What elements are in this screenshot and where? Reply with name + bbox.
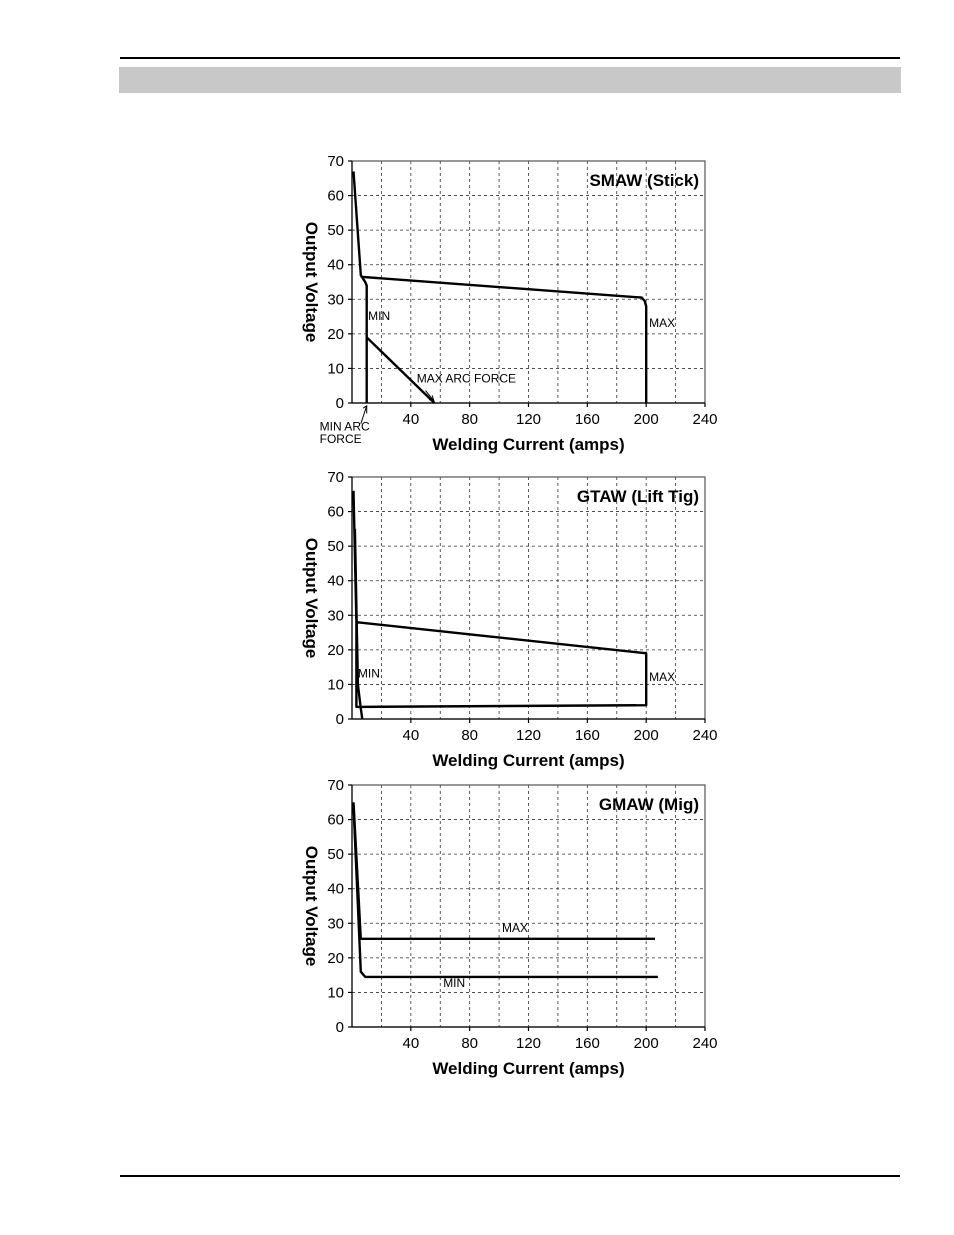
y-tick-label: 60: [327, 188, 344, 205]
series-line-3: [365, 336, 436, 404]
annotation-label: FORCE: [320, 432, 362, 446]
y-tick-label: 40: [327, 573, 344, 590]
y-tick-label: 70: [327, 153, 344, 170]
x-tick-label: 40: [402, 1035, 419, 1052]
y-axis-title: Output Voltage: [302, 846, 321, 967]
x-tick-label: 240: [692, 1035, 717, 1052]
top-rule: [120, 57, 900, 59]
chart-1: 0 10 20 30 40 50 60 70 40 80 120 160 200 240 Welding C…: [302, 153, 718, 454]
max-arc-force-arrow: [425, 390, 435, 402]
chart-title: SMAW (Stick): [589, 171, 699, 190]
y-tick-label: 20: [327, 326, 344, 343]
x-tick-label: 200: [634, 1035, 659, 1052]
series-line-1: [352, 802, 655, 940]
y-axis-title: Output Voltage: [302, 538, 321, 659]
chart-3: 0 10 20 30 40 50 60 70 40 80 120 160 200 240 Welding C…: [302, 777, 718, 1078]
y-tick-label: 10: [327, 676, 344, 693]
y-tick-label: 60: [327, 504, 344, 521]
x-tick-label: 80: [461, 411, 478, 428]
y-tick-label: 40: [327, 881, 344, 898]
x-tick-label: 40: [402, 411, 419, 428]
series-line-1: [352, 171, 368, 403]
y-axis-title: Output Voltage: [302, 222, 321, 343]
min-arc-force-arrow: [360, 405, 368, 424]
annotation-label: MAX ARC FORCE: [417, 371, 516, 385]
y-tick-label: 60: [327, 812, 344, 829]
x-tick-label: 240: [692, 727, 717, 744]
x-tick-label: 80: [461, 727, 478, 744]
x-tick-label: 120: [516, 411, 541, 428]
y-tick-label: 0: [336, 1019, 344, 1036]
series-line-1: [352, 490, 648, 709]
x-axis-title: Welding Current (amps): [432, 435, 624, 454]
max-arc-force-arrowhead: [429, 395, 435, 402]
y-tick-label: 30: [327, 915, 344, 932]
y-tick-label: 50: [327, 538, 344, 555]
x-tick-label: 160: [575, 411, 600, 428]
bottom-rule: [120, 1175, 900, 1177]
y-tick-label: 0: [336, 395, 344, 412]
y-tick-label: 50: [327, 222, 344, 239]
chart-title: GMAW (Mig): [599, 795, 699, 814]
x-tick-label: 160: [575, 1035, 600, 1052]
y-tick-label: 30: [327, 607, 344, 624]
x-tick-label: 200: [634, 727, 659, 744]
chart-2: 0 10 20 30 40 50 60 70 40 80 120 160 200 240 Welding C…: [302, 469, 718, 770]
y-tick-label: 40: [327, 257, 344, 274]
y-tick-label: 20: [327, 642, 344, 659]
y-tick-label: 70: [327, 777, 344, 794]
x-tick-label: 120: [516, 727, 541, 744]
min-arc-force-arrowhead: [362, 404, 368, 414]
annotation-label: MAX: [649, 670, 675, 684]
x-tick-label: 80: [461, 1035, 478, 1052]
x-tick-label: 200: [634, 411, 659, 428]
x-axis-title: Welding Current (amps): [432, 751, 624, 770]
x-tick-label: 40: [402, 727, 419, 744]
annotation-label: MIN: [368, 309, 390, 323]
series-line-2: [352, 805, 658, 979]
y-tick-label: 50: [327, 846, 344, 863]
y-tick-label: 10: [327, 360, 344, 377]
y-tick-label: 70: [327, 469, 344, 486]
y-tick-label: 0: [336, 711, 344, 728]
x-tick-label: 120: [516, 1035, 541, 1052]
series-line-2: [360, 275, 648, 403]
annotation-label: MIN ARC: [320, 420, 370, 434]
chart-title: GTAW (Lift Tig): [577, 487, 699, 506]
x-tick-label: 240: [692, 411, 717, 428]
header-band: [119, 67, 901, 93]
y-tick-label: 10: [327, 984, 344, 1001]
y-tick-label: 30: [327, 291, 344, 308]
x-tick-label: 160: [575, 727, 600, 744]
x-axis-title: Welding Current (amps): [432, 1059, 624, 1078]
annotation-label: MIN: [443, 976, 465, 990]
annotation-label: MAX: [502, 921, 528, 935]
series-line-2: [353, 528, 364, 720]
annotation-label: MIN: [358, 667, 380, 681]
annotation-label: MAX: [649, 316, 675, 330]
y-tick-label: 20: [327, 950, 344, 967]
